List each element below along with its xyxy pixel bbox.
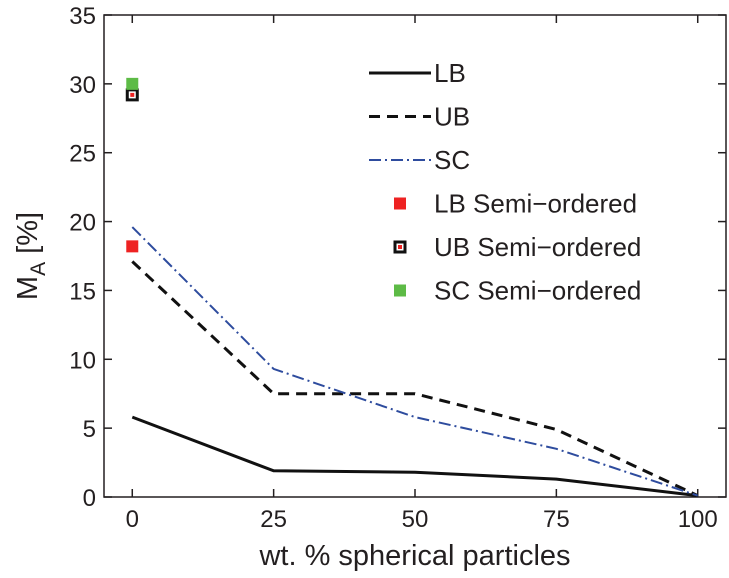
legend-marker bbox=[394, 197, 406, 210]
y-tick-label: 20 bbox=[69, 210, 96, 237]
y-tick-label: 30 bbox=[69, 72, 96, 99]
y-tick-label: 35 bbox=[69, 3, 96, 30]
y-tick-label: 5 bbox=[83, 416, 96, 443]
legend-label: LB bbox=[434, 58, 466, 88]
x-tick-label: 0 bbox=[126, 506, 139, 533]
y-axis-label: MA [%] bbox=[12, 212, 50, 300]
point-sc-semi-ordered bbox=[126, 77, 139, 90]
point-ub-semi-ordered-center bbox=[130, 92, 135, 97]
series-line-sc bbox=[131, 226, 699, 497]
legend-label: SC Semi−ordered bbox=[434, 276, 641, 306]
x-tick-label: 75 bbox=[543, 506, 570, 533]
legend-label: UB Semi−ordered bbox=[434, 232, 641, 262]
semi-ordered-points bbox=[125, 77, 139, 253]
y-tick-label: 10 bbox=[69, 347, 96, 374]
y-axis-label-subscript: A bbox=[27, 262, 50, 276]
legend-label: LB Semi−ordered bbox=[434, 189, 637, 219]
series-lines bbox=[131, 226, 699, 498]
legend-label: SC bbox=[434, 145, 470, 175]
y-axis-label-main: M bbox=[12, 276, 44, 300]
y-tick-label: 0 bbox=[83, 485, 96, 512]
y-axis-label-unit: [%] bbox=[12, 212, 44, 262]
point-lb-semi-ordered bbox=[126, 240, 139, 253]
legend: LB UB SC LB Semi−ordered UB Semi−ordered SC S… bbox=[369, 58, 641, 306]
x-tick-label: 50 bbox=[402, 506, 429, 533]
x-axis-label: wt. % spherical particles bbox=[258, 540, 570, 572]
legend-label: UB bbox=[434, 102, 470, 132]
y-tick-label: 25 bbox=[69, 141, 96, 168]
legend-marker bbox=[394, 284, 406, 297]
y-tick-label: 15 bbox=[69, 278, 96, 305]
x-tick-label: 25 bbox=[260, 506, 287, 533]
series-line-ub bbox=[131, 260, 699, 497]
x-tick-label: 100 bbox=[678, 506, 718, 533]
axis-ticks: 0 25 50 75 100 0 5 10 15 20 25 30 35 bbox=[69, 3, 726, 533]
legend-marker-center bbox=[398, 245, 402, 249]
series-line-lb bbox=[131, 415, 698, 498]
